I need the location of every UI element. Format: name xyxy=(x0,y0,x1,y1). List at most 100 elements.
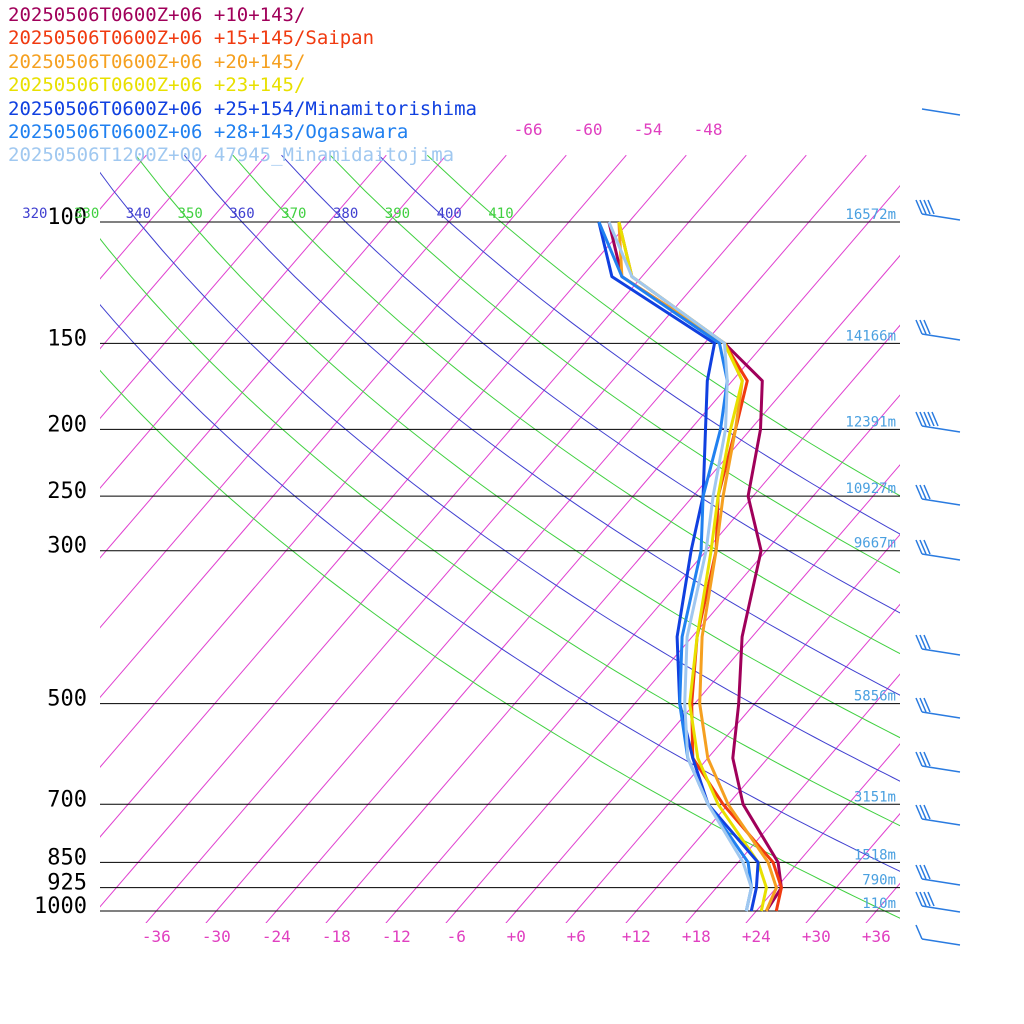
isotherm-line xyxy=(265,185,900,923)
isotherm-line xyxy=(745,743,900,923)
isotherm-line xyxy=(100,154,747,908)
sounding-line xyxy=(597,221,753,912)
legend-entry: 20250506T0600Z+06 +23+145/ xyxy=(8,74,306,97)
legend-entry: 20250506T0600Z+06 +15+145/Saipan xyxy=(8,27,375,50)
legend-entry: 20250506T1200Z+00 47945_Minamidaitojima xyxy=(8,144,455,167)
pressure-label: 700 xyxy=(47,787,87,812)
height-label: 790m xyxy=(862,873,896,889)
wind-barb-flag xyxy=(923,484,931,500)
isotherm-line xyxy=(0,155,26,925)
wind-barb xyxy=(921,213,961,221)
isotherm-line xyxy=(565,533,900,923)
wind-barb-flag xyxy=(919,634,927,650)
wind-barb-flag xyxy=(915,924,923,940)
wind-barb xyxy=(921,648,961,656)
wind-barb xyxy=(921,818,961,826)
wind-barb-flag xyxy=(919,319,927,335)
pressure-label: 300 xyxy=(47,534,87,559)
temperature-tick-label: +24 xyxy=(742,927,771,946)
temperature-tick-label: +36 xyxy=(862,927,891,946)
wind-barb-flag xyxy=(927,411,935,427)
legend: 20250506T0600Z+06 +10+143/20250506T0600Z… xyxy=(8,4,477,168)
dry-adiabat-line xyxy=(135,154,900,739)
temperature-tick-label: +18 xyxy=(682,927,711,946)
dry-adiabat-line xyxy=(100,369,900,919)
theta-label: 330 xyxy=(74,206,99,222)
wind-barb-flag xyxy=(931,411,939,427)
sounding-line xyxy=(597,221,760,912)
wind-barb-flag xyxy=(915,411,923,427)
wind-barb xyxy=(921,905,961,913)
isotherm-line xyxy=(984,155,1024,925)
wind-barb-flag xyxy=(915,484,923,500)
wind-barb-flag xyxy=(923,697,931,713)
wind-barb-flag xyxy=(923,864,931,880)
isotherm-line xyxy=(100,154,387,489)
wind-barb-flag xyxy=(915,804,923,820)
wind-barb-flag xyxy=(923,319,931,335)
legend-entry: 20250506T0600Z+06 +25+154/Minamitorishim… xyxy=(8,97,477,120)
temperature-tick-label: +6 xyxy=(567,927,586,946)
height-label: 1518m xyxy=(854,847,896,863)
legend-entry: 20250506T0600Z+06 +10+143/ xyxy=(8,4,306,26)
dry-adiabat-line xyxy=(100,171,900,782)
wind-barb-flag xyxy=(915,634,923,650)
isotherm-line xyxy=(385,324,900,923)
wind-barb xyxy=(921,765,961,773)
height-label: 9667m xyxy=(854,536,896,552)
legend-entry: 20250506T0600Z+06 +20+145/ xyxy=(8,50,306,73)
height-label: 10927m xyxy=(845,481,896,497)
height-label: 110m xyxy=(862,896,896,912)
isotherm-line xyxy=(100,154,447,559)
isotherm-line xyxy=(625,603,900,923)
dry-adiabat-line xyxy=(232,154,900,655)
isotherm-line xyxy=(505,464,900,923)
wind-barb-flag xyxy=(919,751,927,767)
temperature-tick-label: -36 xyxy=(142,927,171,946)
theta-label: 340 xyxy=(126,206,151,222)
isotherm-line xyxy=(325,254,900,923)
wind-barb-flag xyxy=(915,697,923,713)
pressure-label: 250 xyxy=(47,479,87,504)
isotherm-line xyxy=(924,155,1024,925)
temperature-tick-label: -30 xyxy=(202,927,231,946)
theta-label: 370 xyxy=(281,206,306,222)
wind-barb-flag xyxy=(919,484,927,500)
dry-adiabat-line xyxy=(183,154,900,696)
wind-barb-flag xyxy=(923,891,931,907)
pressure-label: 200 xyxy=(47,412,87,437)
isotherm-line xyxy=(445,394,900,923)
wind-barb-flag xyxy=(919,411,927,427)
isotherm-label: -60 xyxy=(574,120,603,139)
legend-entry: 20250506T0600Z+06 +28+143/Ogasawara xyxy=(8,120,409,143)
isotherm-line xyxy=(100,154,327,420)
pressure-label: 925 xyxy=(47,871,87,896)
pressure-label: 1000 xyxy=(34,894,87,919)
pressure-label: 100 xyxy=(47,205,87,230)
wind-barb-flag xyxy=(927,199,935,215)
wind-barb-flag xyxy=(919,891,927,907)
isotherm-line xyxy=(100,154,267,350)
wind-barb-flag xyxy=(915,319,923,335)
temperature-tick-label: -24 xyxy=(262,927,291,946)
temperature-tick-label: -12 xyxy=(382,927,411,946)
isotherm-line xyxy=(100,154,507,629)
wind-barb xyxy=(921,108,961,116)
wind-barb-flag xyxy=(915,539,923,555)
wind-barb-flag xyxy=(923,411,931,427)
pressure-label: 850 xyxy=(47,845,87,870)
wind-barb-flag xyxy=(919,804,927,820)
isotherm-line xyxy=(805,812,900,923)
wind-barb-flag xyxy=(923,199,931,215)
temperature-tick-label: +12 xyxy=(622,927,651,946)
wind-barb xyxy=(921,425,961,433)
wind-barb xyxy=(921,938,961,946)
isotherm-line xyxy=(685,673,900,923)
wind-barb-flag xyxy=(919,539,927,555)
isotherm-line xyxy=(145,154,807,923)
wind-barb xyxy=(921,711,961,719)
wind-barb-flag xyxy=(919,864,927,880)
dry-adiabat-line xyxy=(378,154,900,535)
wind-barb-flag xyxy=(915,751,923,767)
